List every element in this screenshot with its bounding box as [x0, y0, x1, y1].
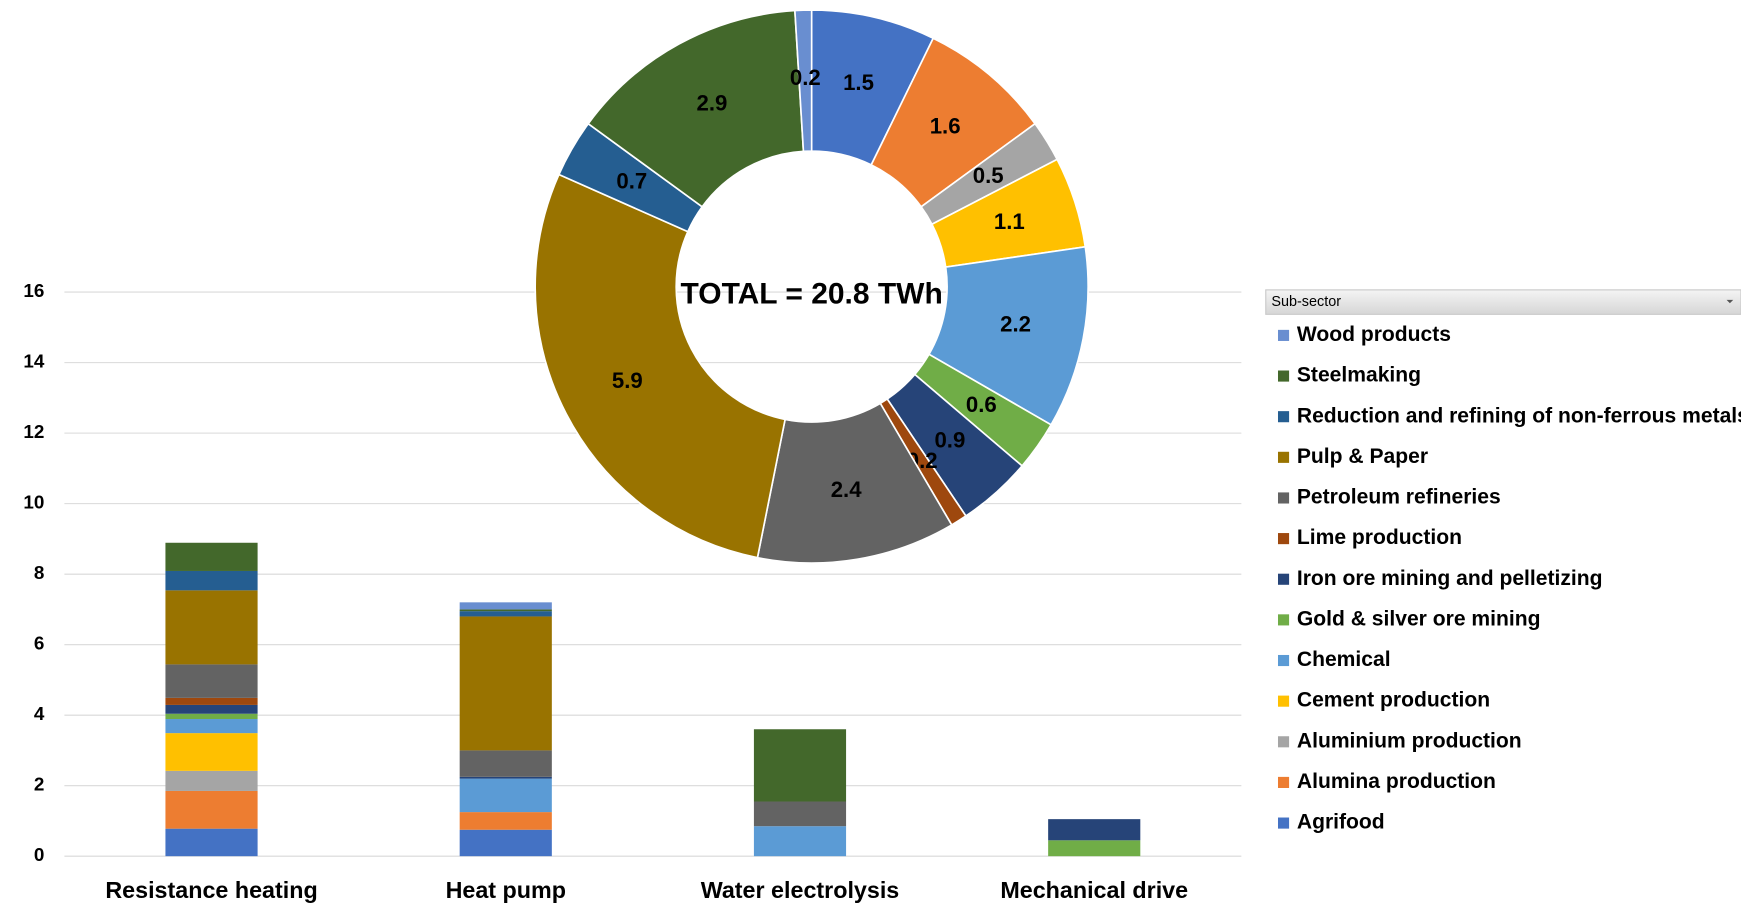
- bar-segment: [165, 790, 258, 829]
- bar-segment: [459, 778, 552, 813]
- slice-label: 1.1: [994, 209, 1025, 234]
- legend-swatch: [1277, 695, 1290, 707]
- legend-label: Iron ore mining and pelletizing: [1297, 567, 1603, 590]
- center-label: TOTAL = 20.8 TWh: [681, 277, 943, 310]
- bar-segment: [165, 713, 258, 720]
- legend-label: Agrifood: [1297, 811, 1385, 834]
- legend-swatch: [1277, 654, 1290, 667]
- bar-segment: [165, 542, 258, 571]
- bar-segment: [753, 729, 847, 802]
- slice-label: 1.5: [843, 70, 874, 95]
- legend-swatch: [1277, 614, 1290, 626]
- legend-swatch: [1277, 573, 1290, 585]
- bar-segment: [459, 829, 552, 857]
- bar-segment: [459, 750, 552, 777]
- y-tick-label: 6: [34, 633, 45, 654]
- bar-segment: [459, 616, 552, 751]
- legend-swatch: [1277, 533, 1290, 545]
- donut-slice: [534, 173, 787, 559]
- y-tick-label: 4: [34, 703, 45, 724]
- legend-label: Pulp & Paper: [1297, 445, 1428, 468]
- legend-label: Cement production: [1297, 689, 1490, 712]
- bar-segment: [165, 719, 258, 734]
- legend-swatch: [1277, 329, 1290, 341]
- legend-swatch: [1277, 492, 1290, 504]
- x-tick-label: Resistance heating: [105, 877, 317, 903]
- legend-swatch: [1277, 451, 1290, 463]
- slice-label: 0.9: [934, 427, 965, 452]
- y-tick-label: 12: [23, 421, 44, 442]
- bar-segment: [165, 828, 258, 857]
- bar-segment: [165, 664, 258, 698]
- legend-label: Alumina production: [1297, 770, 1496, 793]
- slice-label: 0.2: [790, 65, 821, 90]
- slice-label: 1.6: [930, 113, 961, 138]
- legend-header[interactable]: [1265, 289, 1741, 315]
- bar-segment: [459, 609, 552, 612]
- donut-slice: [793, 9, 813, 153]
- legend-label: Gold & silver ore mining: [1297, 607, 1541, 630]
- legend-label: Wood products: [1297, 323, 1451, 346]
- bar-segment: [1048, 840, 1141, 857]
- legend-label: Aluminium production: [1297, 729, 1522, 752]
- slice-label: 2.4: [831, 477, 863, 502]
- bar-segment: [753, 801, 847, 827]
- y-tick-label: 16: [23, 280, 44, 301]
- x-tick-label: Mechanical drive: [1000, 877, 1188, 903]
- bar-segment: [165, 704, 258, 714]
- x-tick-label: Water electrolysis: [701, 877, 900, 903]
- bar-segment: [459, 611, 552, 617]
- bar-segment: [753, 826, 847, 857]
- legend-label: Chemical: [1297, 648, 1391, 671]
- bar-segment: [165, 590, 258, 665]
- bar-segment: [165, 697, 258, 705]
- legend-swatch: [1277, 370, 1290, 382]
- legend-label: Steelmaking: [1297, 364, 1421, 387]
- y-tick-label: 10: [23, 492, 44, 513]
- bar-segment: [1048, 819, 1141, 841]
- bar-segment: [459, 776, 552, 779]
- legend-swatch: [1277, 411, 1290, 423]
- slice-label: 0.6: [966, 392, 997, 417]
- bar-segment: [459, 812, 552, 830]
- y-tick-label: 0: [34, 844, 45, 865]
- legend-swatch: [1277, 736, 1290, 748]
- legend-label: Petroleum refineries: [1297, 486, 1501, 509]
- bar-segment: [165, 733, 258, 771]
- slice-label: 2.2: [1000, 312, 1031, 337]
- bar-segment: [459, 602, 552, 610]
- legend-swatch: [1277, 817, 1290, 829]
- legend-label: Reduction and refining of non-ferrous me…: [1297, 404, 1741, 427]
- donut-slice: [587, 9, 805, 208]
- bar-segment: [165, 570, 258, 591]
- donut-layer: 1.51.60.51.12.20.60.90.22.45.90.72.90.2T…: [534, 9, 1089, 564]
- y-tick-label: 14: [23, 351, 44, 372]
- slice-label: 2.9: [697, 90, 728, 115]
- legend-title: Sub-sector: [1271, 294, 1341, 310]
- y-tick-label: 8: [34, 562, 45, 583]
- dropdown-arrow: [1726, 299, 1734, 304]
- slice-label: 0.5: [973, 163, 1004, 188]
- legend-label: Lime production: [1297, 526, 1462, 549]
- slice-label: 5.9: [612, 368, 643, 393]
- legend-swatch: [1277, 776, 1290, 788]
- slice-label: 0.7: [616, 169, 647, 194]
- x-tick-label: Heat pump: [446, 877, 566, 903]
- y-tick-label: 2: [34, 774, 45, 795]
- bar-segment: [165, 770, 258, 791]
